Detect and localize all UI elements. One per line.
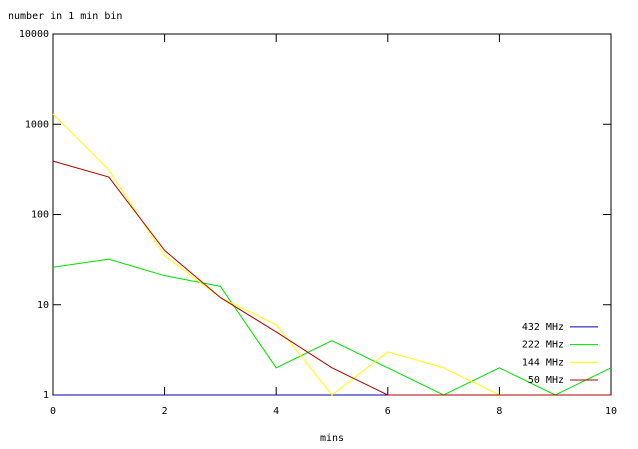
- x-tick-label: 6: [385, 406, 391, 417]
- x-tick-label: 0: [50, 406, 56, 417]
- y-tick-label: 1: [43, 390, 49, 401]
- x-axis-label: mins: [320, 433, 344, 444]
- x-tick-label: 4: [273, 406, 279, 417]
- series-line: [52, 113, 611, 396]
- series-line: [52, 160, 611, 396]
- x-tick-label: 2: [162, 406, 168, 417]
- legend-label: 50 MHz: [528, 375, 564, 386]
- x-tick-label: 10: [605, 406, 617, 417]
- legend-label: 222 MHz: [522, 340, 564, 351]
- y-axis-label: number in 1 min bin: [8, 11, 122, 22]
- legend-label: 144 MHz: [522, 357, 564, 368]
- y-tick-label: 100: [31, 210, 49, 221]
- y-tick-label: 1000: [25, 119, 49, 130]
- x-tick-label: 8: [496, 406, 502, 417]
- legend-label: 432 MHz: [522, 322, 564, 333]
- series-line: [52, 258, 612, 396]
- y-tick-label: 10000: [19, 29, 49, 40]
- y-tick-label: 10: [37, 300, 49, 311]
